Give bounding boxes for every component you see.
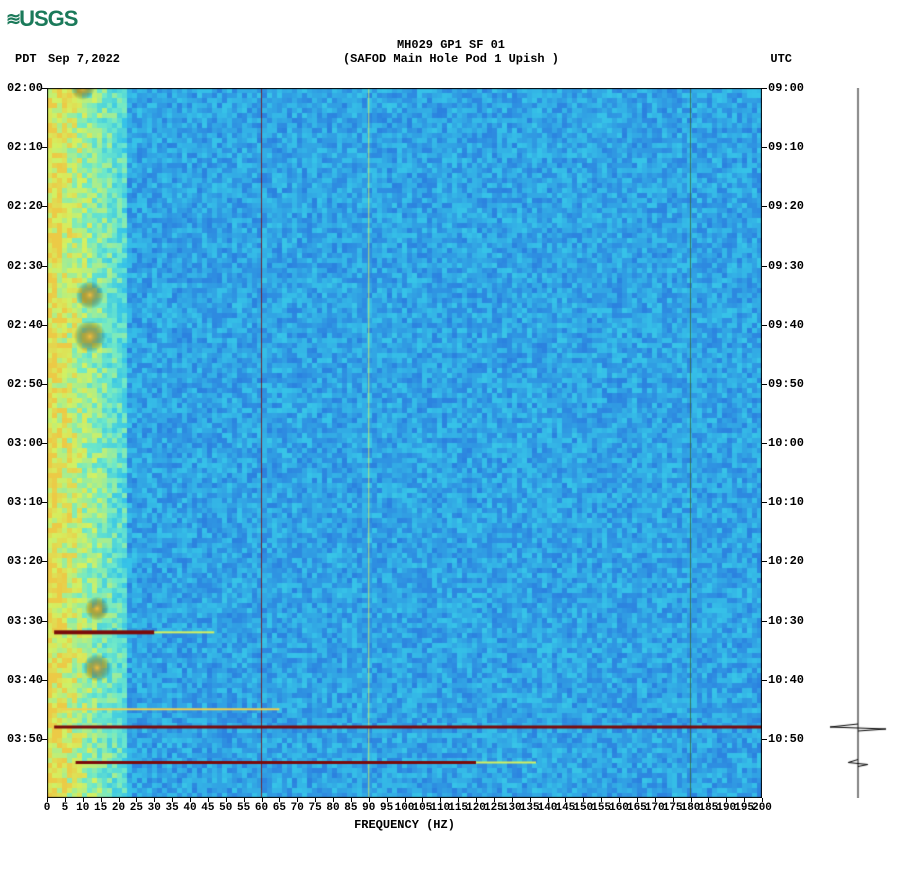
xtick: 5 [62,802,69,814]
ytick-left: 02:30 [3,259,43,273]
amplitude-trace [828,88,888,798]
xtick: 25 [130,802,143,814]
ytick-left: 03:20 [3,554,43,568]
xtick: 85 [344,802,357,814]
ytick-right: 10:00 [768,436,804,450]
xtick: 40 [183,802,196,814]
xtick: 95 [380,802,393,814]
xtick: 35 [166,802,179,814]
xtick: 45 [201,802,214,814]
right-timezone: UTC [770,52,792,66]
xtick: 65 [273,802,286,814]
xtick: 195 [734,802,754,814]
ytick-right: 10:10 [768,495,804,509]
usgs-logo: ≋ USGS [6,6,77,32]
ytick-right: 10:30 [768,614,804,628]
xtick: 20 [112,802,125,814]
ytick-left: 03:10 [3,495,43,509]
ytick-right: 10:50 [768,732,804,746]
xtick: 105 [412,802,432,814]
ytick-left: 02:10 [3,140,43,154]
ytick-left: 03:50 [3,732,43,746]
title-line2: (SAFOD Main Hole Pod 1 Upish ) [0,52,902,66]
xtick: 125 [484,802,504,814]
xtick: 60 [255,802,268,814]
ytick-right: 09:30 [768,259,804,273]
ytick-left: 02:20 [3,199,43,213]
xtick: 100 [395,802,415,814]
xtick: 70 [291,802,304,814]
xtick: 140 [538,802,558,814]
xtick: 160 [609,802,629,814]
ytick-right: 09:50 [768,377,804,391]
ytick-left: 03:00 [3,436,43,450]
xtick: 120 [466,802,486,814]
xtick: 150 [573,802,593,814]
xtick: 180 [681,802,701,814]
logo-text: USGS [19,6,77,32]
ytick-right: 09:10 [768,140,804,154]
xtick: 50 [219,802,232,814]
logo-wave-icon: ≋ [6,9,17,30]
header-date: Sep 7,2022 [48,52,120,66]
xtick: 175 [663,802,683,814]
xtick: 200 [752,802,772,814]
xtick: 185 [698,802,718,814]
xtick: 130 [502,802,522,814]
ytick-right: 10:20 [768,554,804,568]
xtick: 90 [362,802,375,814]
ytick-left: 02:00 [3,81,43,95]
xtick: 80 [326,802,339,814]
xtick: 115 [448,802,468,814]
xtick: 190 [716,802,736,814]
ytick-left: 03:30 [3,614,43,628]
xtick: 165 [627,802,647,814]
x-axis-label: FREQUENCY (HZ) [47,818,762,832]
xtick: 10 [76,802,89,814]
xtick: 15 [94,802,107,814]
ytick-right: 09:00 [768,81,804,95]
xtick: 0 [44,802,51,814]
ytick-right: 09:20 [768,199,804,213]
ytick-right: 10:40 [768,673,804,687]
ytick-right: 09:40 [768,318,804,332]
title-line1: MH029 GP1 SF 01 [0,38,902,52]
ytick-left: 02:50 [3,377,43,391]
xtick: 110 [430,802,450,814]
left-timezone: PDT [15,52,37,66]
xtick: 135 [520,802,540,814]
xtick: 55 [237,802,250,814]
ytick-left: 03:40 [3,673,43,687]
xtick: 170 [645,802,665,814]
xtick: 75 [309,802,322,814]
ytick-left: 02:40 [3,318,43,332]
spectrogram-plot [47,88,762,798]
xtick: 155 [591,802,611,814]
xtick: 145 [555,802,575,814]
xtick: 30 [148,802,161,814]
